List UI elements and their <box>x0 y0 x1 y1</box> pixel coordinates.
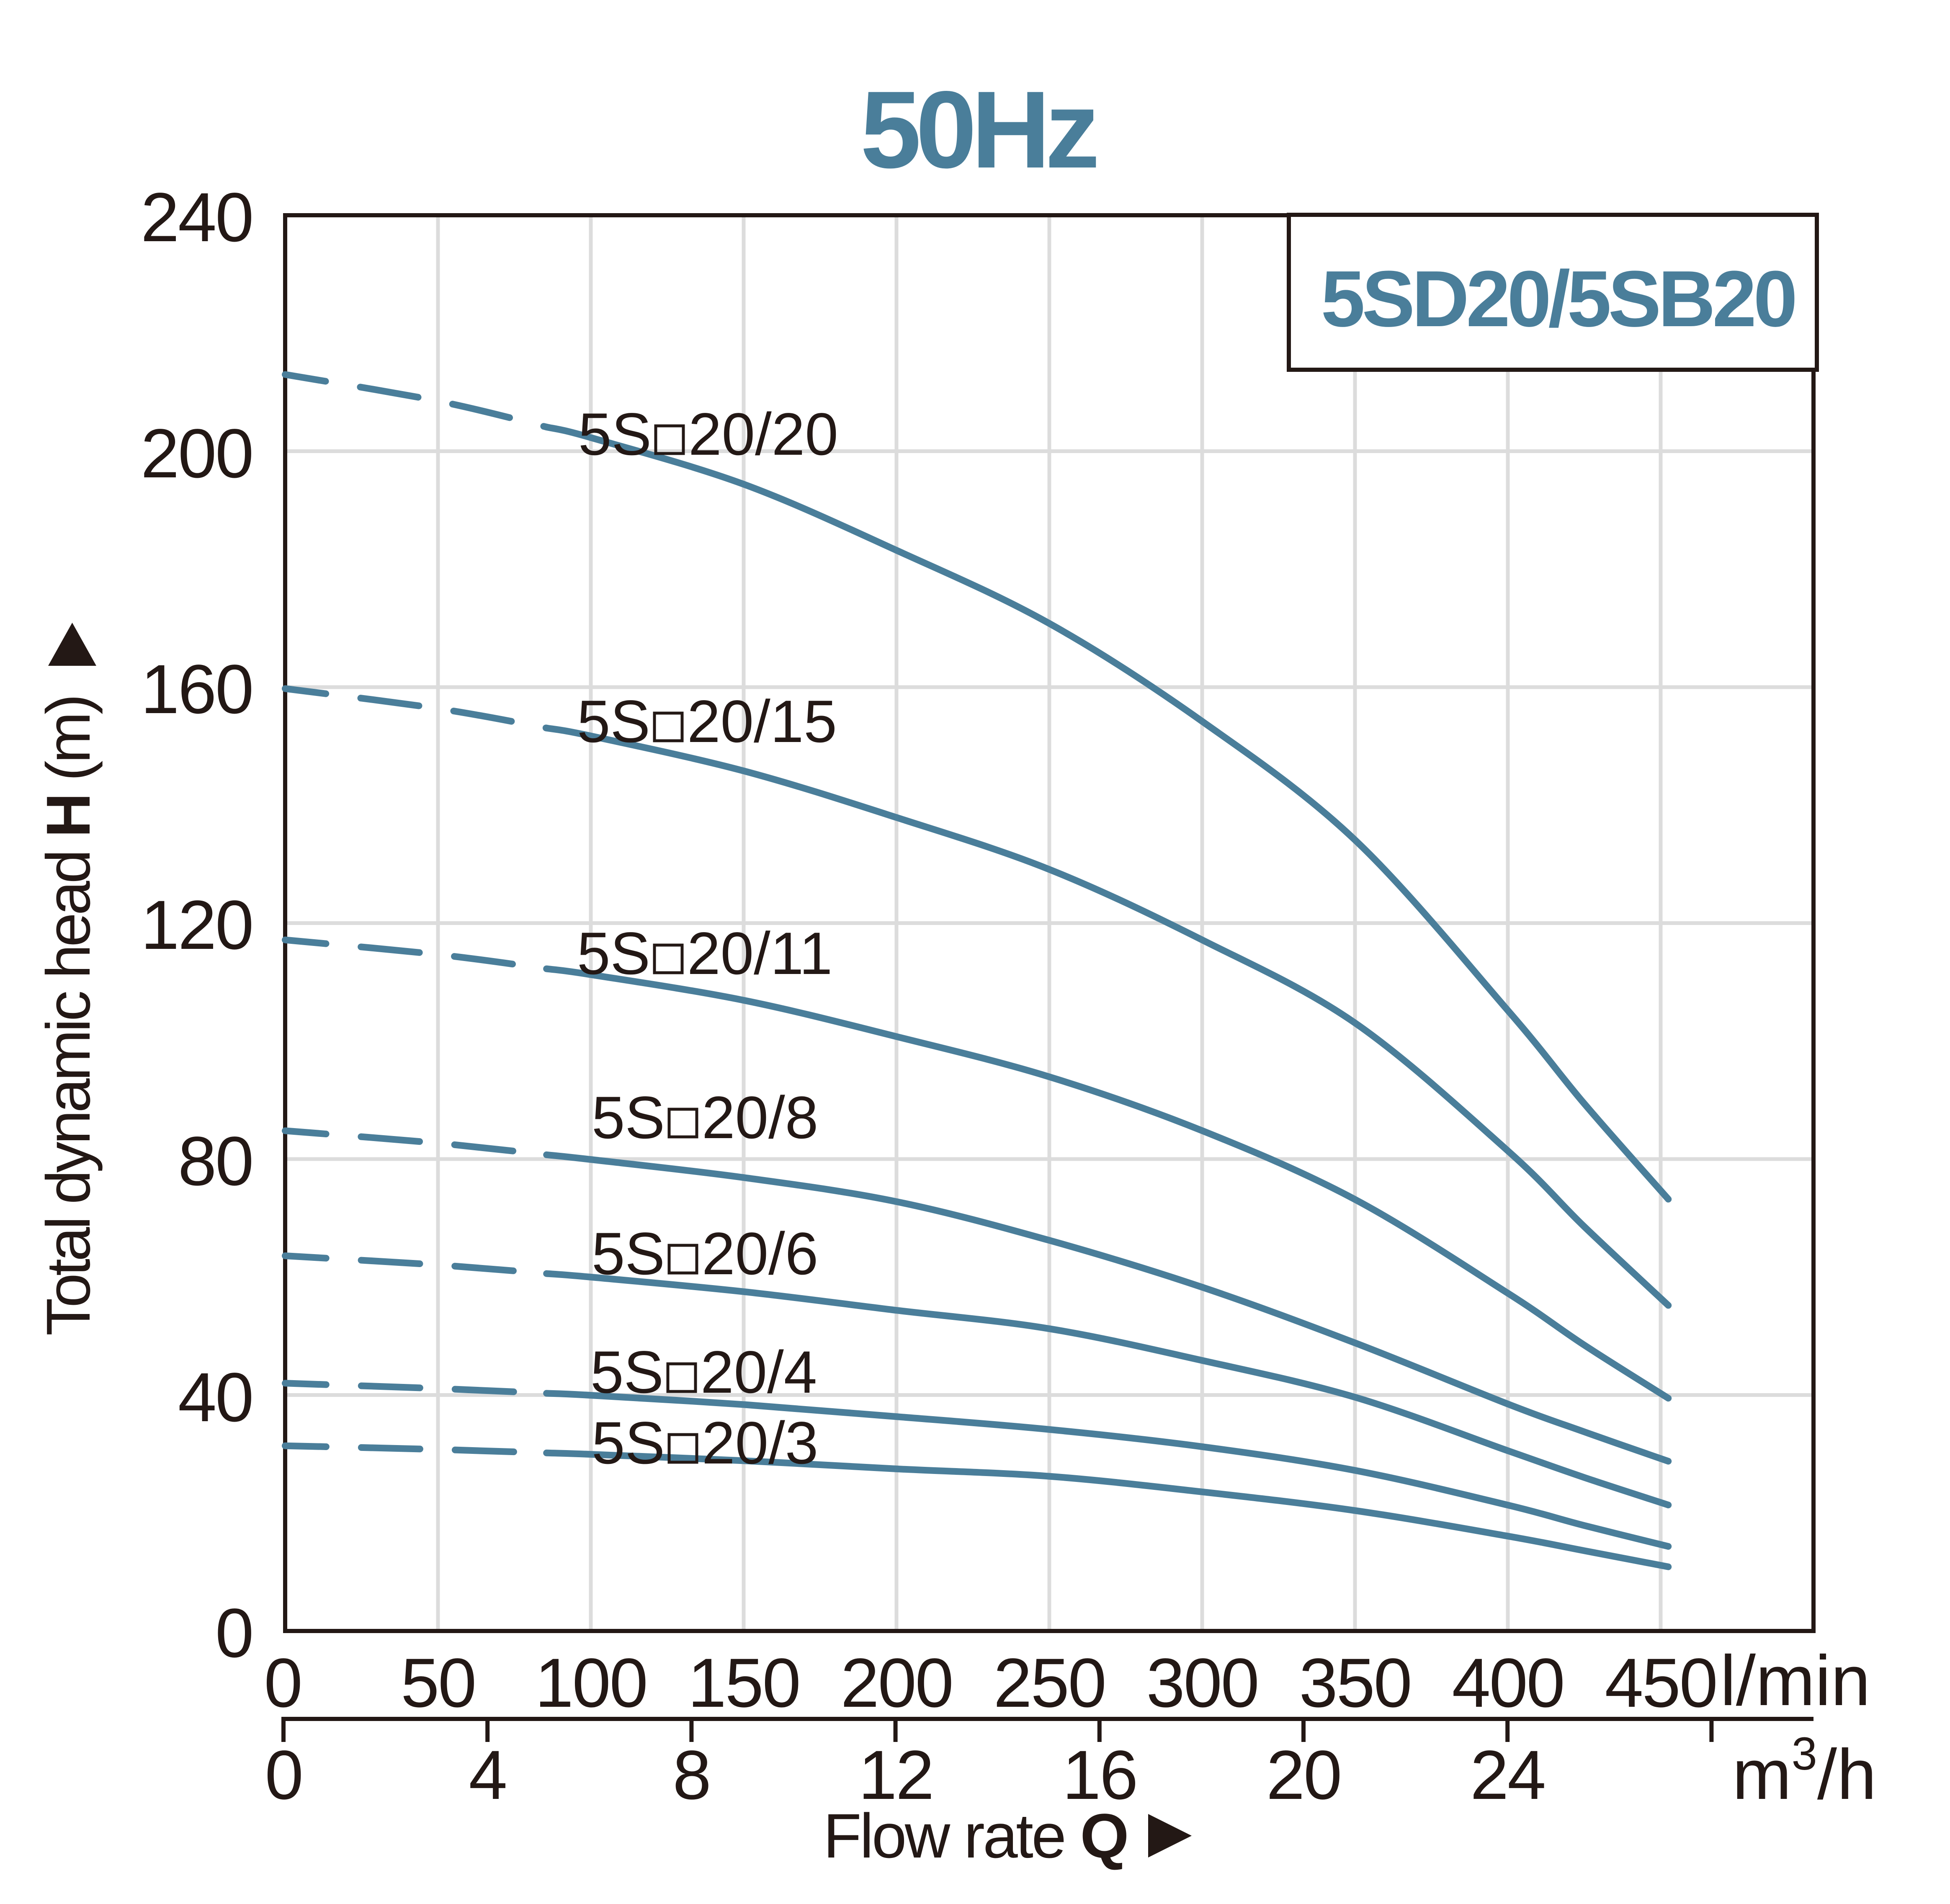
svg-text:160: 160 <box>141 651 252 728</box>
svg-text:20/3: 20/3 <box>702 1410 818 1476</box>
svg-text:5S: 5S <box>578 401 652 468</box>
svg-text:8: 8 <box>672 1737 710 1814</box>
svg-text:20/6: 20/6 <box>702 1221 818 1287</box>
svg-text:20/11: 20/11 <box>687 920 832 987</box>
svg-text:Total dynamic head H (m): Total dynamic head H (m) <box>34 697 103 1336</box>
svg-text:350: 350 <box>1299 1644 1411 1722</box>
svg-text:12: 12 <box>858 1737 933 1814</box>
svg-text:200: 200 <box>840 1644 952 1722</box>
svg-text:240: 240 <box>141 179 252 256</box>
svg-text:0: 0 <box>215 1595 252 1672</box>
svg-text:l/min: l/min <box>1720 1641 1870 1721</box>
svg-text:24: 24 <box>1470 1737 1545 1814</box>
svg-text:5S: 5S <box>592 1221 665 1287</box>
svg-text:m3/h: m3/h <box>1732 1728 1877 1814</box>
svg-text:50: 50 <box>401 1644 475 1722</box>
svg-text:40: 40 <box>178 1359 252 1436</box>
svg-text:0: 0 <box>265 1737 302 1814</box>
svg-text:300: 300 <box>1146 1644 1258 1722</box>
svg-text:0: 0 <box>264 1644 301 1722</box>
svg-text:5SD20/5SB20: 5SD20/5SB20 <box>1321 255 1794 343</box>
svg-text:50Hz: 50Hz <box>860 68 1096 191</box>
svg-text:450: 450 <box>1605 1644 1716 1722</box>
svg-text:5S: 5S <box>577 688 650 755</box>
svg-text:250: 250 <box>993 1644 1105 1722</box>
svg-text:120: 120 <box>141 886 252 964</box>
svg-text:400: 400 <box>1452 1644 1564 1722</box>
svg-text:Flow rate Q: Flow rate Q <box>823 1801 1127 1871</box>
svg-text:5S: 5S <box>592 1085 665 1151</box>
svg-text:5S: 5S <box>590 1339 664 1406</box>
svg-text:100: 100 <box>535 1644 647 1722</box>
svg-text:20/20: 20/20 <box>688 401 838 468</box>
svg-text:80: 80 <box>178 1123 252 1200</box>
svg-text:16: 16 <box>1062 1737 1137 1814</box>
svg-text:150: 150 <box>688 1644 799 1722</box>
svg-text:20: 20 <box>1266 1737 1341 1814</box>
svg-text:20/8: 20/8 <box>702 1085 818 1151</box>
svg-text:5S: 5S <box>592 1410 665 1476</box>
svg-text:20/15: 20/15 <box>687 688 837 755</box>
svg-text:20/4: 20/4 <box>701 1339 817 1406</box>
svg-text:4: 4 <box>469 1737 506 1814</box>
svg-text:5S: 5S <box>577 920 650 987</box>
svg-text:200: 200 <box>141 415 252 492</box>
